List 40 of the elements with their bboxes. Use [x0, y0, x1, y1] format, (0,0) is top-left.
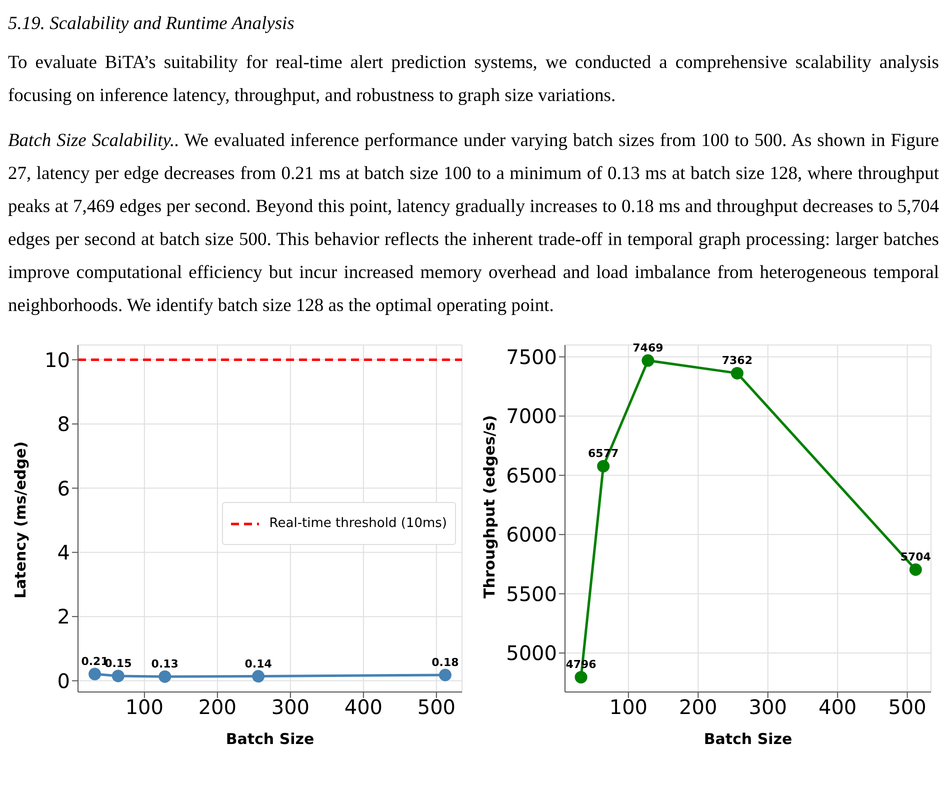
y-tick-label: 8 [57, 412, 70, 436]
data-label: 0.18 [432, 656, 459, 669]
y-tick-label: 5000 [506, 641, 557, 666]
point [642, 354, 654, 367]
x-tick-label: 500 [417, 695, 456, 720]
data-label: 0.13 [151, 658, 178, 671]
x-tick-label: 100 [125, 695, 164, 720]
x-tick-label: 200 [679, 695, 718, 720]
text: Batch Size Scalability.. [8, 131, 180, 151]
y-axis-title: Throughput (edges/s) [480, 415, 498, 598]
y-tick-label: 6 [57, 476, 70, 500]
y-tick-label: 4 [57, 540, 70, 564]
y-tick-label: 7000 [506, 404, 557, 428]
x-axis-title: Batch Size [226, 730, 314, 748]
y-tick-label: 6500 [506, 463, 557, 488]
point [597, 460, 610, 472]
point [730, 366, 744, 380]
y-tick-label: 6000 [506, 522, 557, 547]
x-tick-label: 300 [271, 695, 310, 720]
legend-label: Real-time threshold (10ms) [269, 515, 447, 533]
text: 5.19. Scalability and Runtime Analysis [8, 13, 296, 36]
data-label: 7362 [722, 354, 753, 368]
y-tick-label: 0 [57, 668, 70, 693]
point [909, 563, 922, 576]
x-tick-label: 400 [818, 695, 857, 720]
data-label: 7469 [632, 342, 664, 355]
y-tick-label: 10 [44, 348, 70, 372]
data-label: 0.14 [244, 657, 272, 670]
y-tick-label: 2 [57, 604, 70, 629]
text: To evaluate BiTA’s suitability for real-time alert prediction systems, we conducted a comprehensive scalability analysis focusing on inference latency, throughput, and robustness to graph size variations. [8, 52, 939, 108]
x-tick-label: 300 [748, 695, 787, 720]
x-tick-label: 100 [609, 695, 648, 720]
point [574, 670, 588, 684]
x-axis-title: Batch Size [704, 730, 792, 748]
x-tick-label: 200 [198, 695, 237, 720]
y-tick-label: 5500 [506, 582, 557, 606]
x-tick-label: 500 [888, 695, 926, 720]
x-tick-label: 400 [344, 695, 383, 720]
y-axis-title: Latency (ms/edge) [11, 441, 30, 598]
y-tick-label: 7500 [506, 344, 557, 369]
